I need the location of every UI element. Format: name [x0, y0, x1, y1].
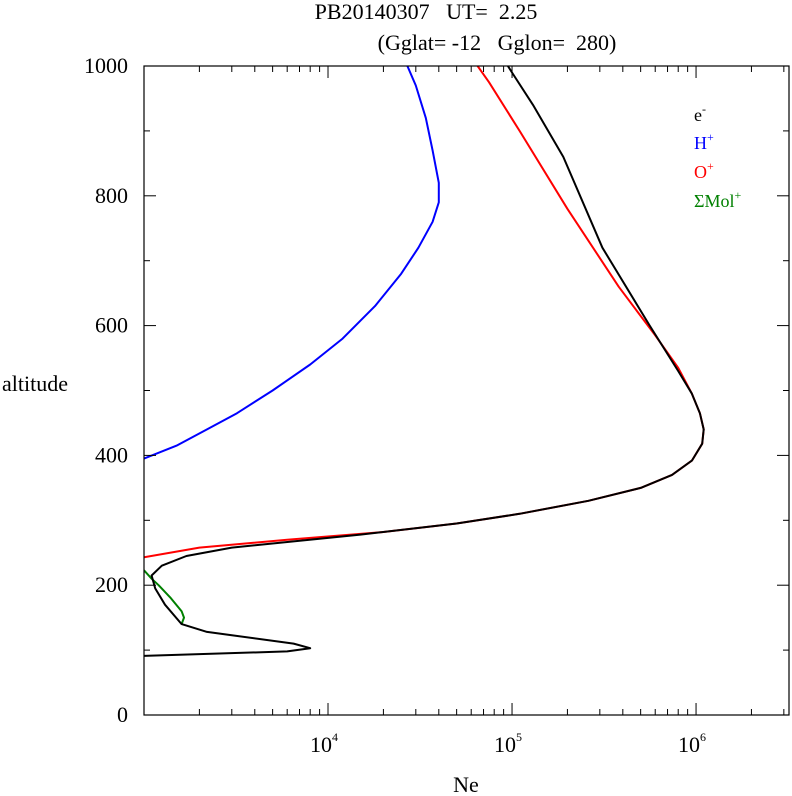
x-axis-label: Ne [453, 772, 479, 796]
series-line-mol [144, 569, 185, 625]
x-tick-labels: 104 105 106 [310, 730, 706, 757]
y-tick-label: 200 [95, 572, 128, 597]
y-tick-label: 0 [117, 702, 128, 727]
legend-item-o: O+ [694, 159, 714, 182]
y-tick-label: 1000 [84, 53, 128, 78]
legend: e- H+ O+ ΣMol+ [694, 102, 741, 211]
plot-frame [143, 65, 790, 716]
series-line-e [144, 66, 705, 657]
series-layer [144, 66, 705, 657]
legend-item-e: e- [694, 102, 706, 125]
y-tick-labels: 0 200 400 600 800 1000 [84, 53, 128, 727]
y-axis-label: altitude [2, 371, 68, 396]
series-line-o [144, 66, 705, 559]
x-tick-label: 104 [310, 730, 338, 757]
series-line-h [144, 66, 440, 460]
y-tick-label: 800 [95, 183, 128, 208]
y-tick-label: 400 [95, 442, 128, 467]
chart-title-line1: PB20140307 UT= 2.25 [315, 0, 538, 24]
tick-layer [143, 65, 789, 716]
x-tick-label: 106 [678, 730, 706, 757]
legend-item-h: H+ [694, 130, 714, 153]
y-tick-label: 600 [95, 313, 128, 338]
x-tick-label: 105 [494, 730, 522, 757]
legend-item-mol: ΣMol+ [694, 188, 741, 211]
chart-title-line2: (Gglat= -12 Gglon= 280) [378, 30, 617, 55]
